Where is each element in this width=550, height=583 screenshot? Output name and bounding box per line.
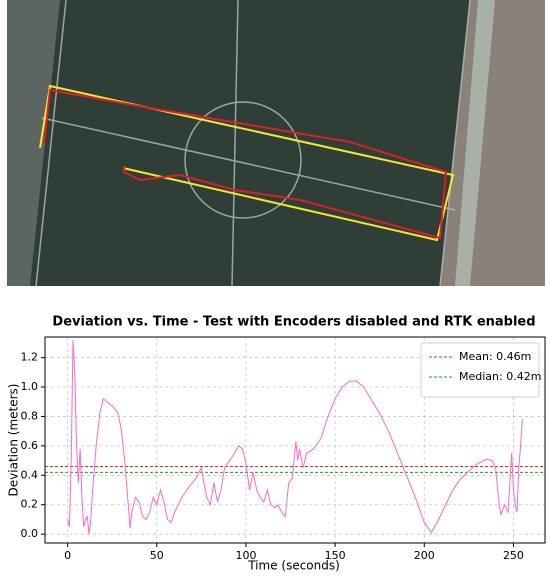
data-line	[67, 339, 523, 535]
track-edge	[455, 0, 495, 286]
y-tick-label: 0.2	[21, 498, 39, 511]
y-axis-label: Deviation (meters)	[7, 384, 21, 497]
y-tick-label: 0.6	[21, 439, 39, 452]
x-tick-label: 0	[64, 549, 71, 562]
x-tick-label: 200	[414, 549, 435, 562]
y-tick-label: 1.2	[21, 351, 39, 364]
plot-frame	[44, 336, 546, 544]
x-axis-label: Time (seconds)	[247, 559, 340, 573]
aerial-photo	[7, 0, 545, 287]
chart-title: Deviation vs. Time - Test with Encoders …	[52, 315, 535, 330]
field-markings	[35, 0, 471, 287]
y-tick-label: 0.8	[21, 409, 39, 422]
legend-label: Median: 0.42m	[459, 370, 541, 383]
x-tick-label: 50	[150, 549, 164, 562]
x-tick-label: 250	[503, 549, 524, 562]
actual-path	[43, 88, 448, 240]
planned-path	[39, 84, 455, 242]
y-tick-label: 1.0	[21, 380, 39, 393]
left-edge	[7, 0, 60, 286]
y-tick-label: 0.4	[21, 468, 39, 481]
x-tick-label: 100	[235, 549, 256, 562]
y-tick-label: 0.0	[21, 527, 39, 540]
x-tick-label: 150	[325, 549, 346, 562]
legend-label: Mean: 0.46m	[459, 350, 531, 363]
